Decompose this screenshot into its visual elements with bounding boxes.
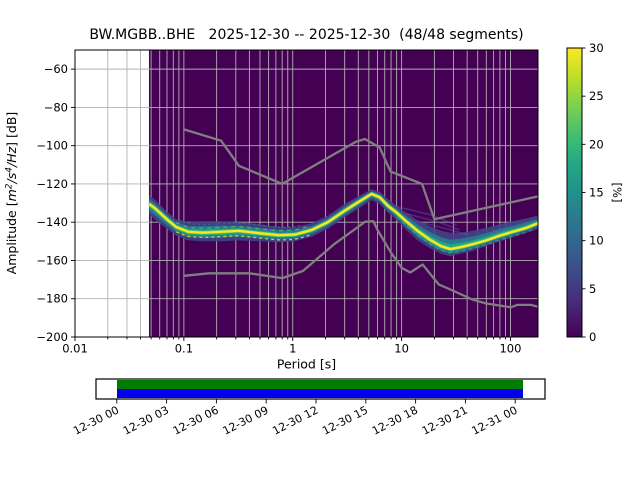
timeline-tick-label: 12-31 00 bbox=[470, 404, 520, 438]
ppsd-faint-streak bbox=[396, 205, 457, 226]
y-tick-label: −100 bbox=[36, 139, 68, 153]
timeline-tick-label: 12-30 15 bbox=[320, 404, 370, 438]
ppsd-striation-line bbox=[175, 231, 311, 241]
x-tick-label: 100 bbox=[499, 342, 521, 356]
colorbar bbox=[566, 47, 583, 338]
y-axis-label: Amplitude [m2/s4/Hz] [dB] bbox=[4, 112, 19, 275]
y-tick-label: −80 bbox=[44, 100, 68, 114]
colorbar-tick-label: 25 bbox=[589, 89, 604, 103]
axis-ticks bbox=[71, 68, 511, 341]
timeline-tick-label: 12-30 06 bbox=[171, 404, 221, 438]
ppsd-striation-line bbox=[178, 219, 302, 228]
colorbar-tick-label: 0 bbox=[589, 330, 596, 344]
x-axis-label: Period [s] bbox=[277, 357, 336, 372]
y-tick-label: −140 bbox=[36, 215, 68, 229]
y-tick-label: −200 bbox=[36, 330, 68, 344]
timeline-tick-label: 12-30 00 bbox=[71, 404, 121, 438]
colorbar-tick-label: 10 bbox=[589, 234, 604, 248]
colorbar-label: [%] bbox=[610, 183, 624, 203]
timeline-tick-label: 12-30 21 bbox=[420, 404, 470, 438]
colorbar-tick-label: 5 bbox=[589, 282, 596, 296]
nhnm-noise-model-line bbox=[183, 128, 539, 221]
coverage-bar-green bbox=[117, 380, 523, 389]
x-tick-label: 0.01 bbox=[62, 342, 88, 356]
timeline-tick-label: 12-30 09 bbox=[221, 404, 271, 438]
colorbar-tick-label: 20 bbox=[589, 137, 604, 151]
y-tick-label: −160 bbox=[36, 253, 68, 267]
generated-plot-layers: 0.01 0.1 1 10 100−60−80−100−120−140−160−180−… bbox=[4, 41, 604, 438]
x-tick-label: 10 bbox=[394, 342, 409, 356]
ppsd-background bbox=[148, 50, 538, 337]
ppsd-mode-line bbox=[148, 192, 539, 251]
y-tick-label: −120 bbox=[36, 177, 68, 191]
ppsd-striation-line bbox=[396, 216, 536, 254]
colorbar-tick-label: 30 bbox=[589, 41, 604, 55]
ppsd-faint-streak bbox=[405, 212, 460, 231]
plot-title: BW.MGBB..BHE 2025-12-30 -- 2025-12-30 (4… bbox=[89, 27, 523, 43]
plot-frame bbox=[74, 49, 539, 338]
ppsd-faint-streak bbox=[417, 220, 468, 236]
ppsd-striation-line bbox=[175, 221, 311, 232]
coverage-bar-blue bbox=[117, 389, 523, 398]
y-tick-label: −180 bbox=[36, 292, 68, 306]
x-tick-label: 0.1 bbox=[175, 342, 193, 356]
y-tick-label: −60 bbox=[44, 62, 68, 76]
x-tick-label: 1 bbox=[289, 342, 296, 356]
timeline-tick-label: 12-30 03 bbox=[121, 404, 171, 438]
ppsd-band-mid bbox=[149, 191, 538, 254]
timeline-tick-label: 12-30 12 bbox=[270, 404, 320, 438]
timeline-tick-label: 12-30 18 bbox=[370, 404, 420, 438]
colorbar-tick-label: 15 bbox=[589, 186, 604, 200]
nlnm-noise-model-line bbox=[183, 220, 539, 309]
